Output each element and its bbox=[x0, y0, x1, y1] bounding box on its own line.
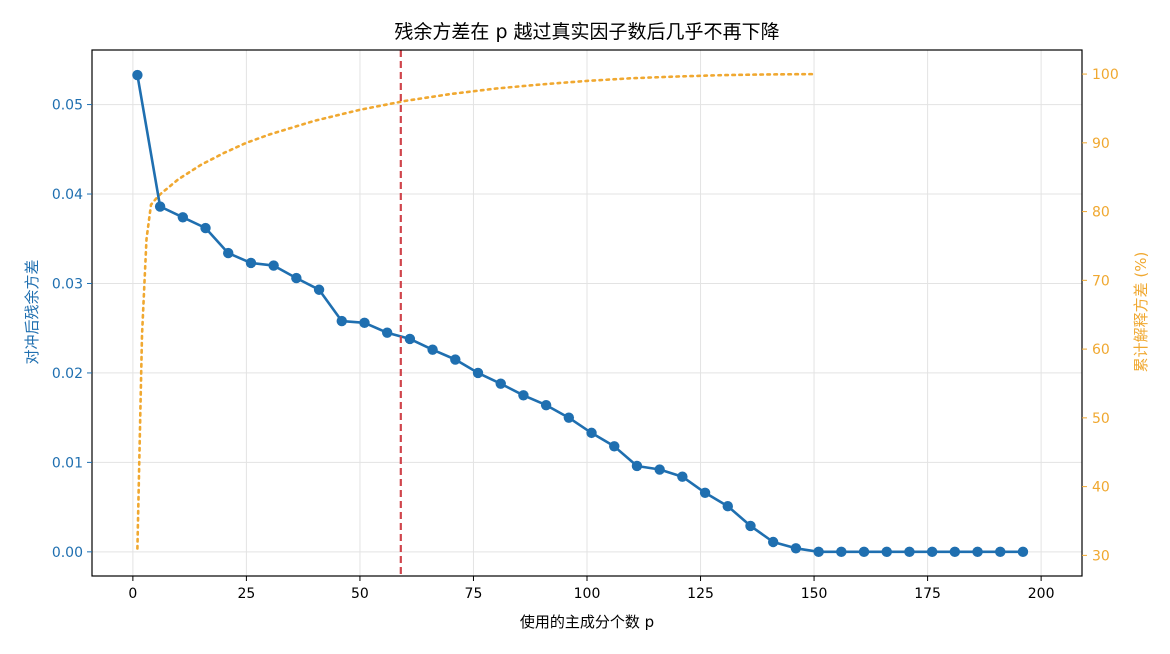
y-right-tick-label: 40 bbox=[1092, 480, 1110, 496]
residual-variance-point bbox=[336, 315, 347, 327]
y-left-tick-label: 0.04 bbox=[52, 187, 83, 203]
residual-variance-point bbox=[972, 546, 983, 558]
y-left-tick-label: 0.00 bbox=[52, 545, 83, 561]
residual-variance-point bbox=[132, 69, 143, 81]
x-tick-label: 75 bbox=[465, 586, 483, 602]
y-right-tick-label: 50 bbox=[1092, 411, 1110, 427]
residual-variance-point bbox=[245, 257, 257, 269]
residual-variance-point bbox=[858, 546, 870, 558]
plot-area bbox=[132, 50, 1029, 576]
x-axis-label: 使用的主成分个数 p bbox=[520, 613, 654, 631]
x-tick-label: 125 bbox=[687, 586, 714, 602]
x-tick-label: 100 bbox=[574, 586, 601, 602]
residual-variance-point bbox=[404, 333, 416, 345]
residual-variance-point bbox=[154, 201, 166, 212]
residual-variance-point bbox=[699, 487, 711, 499]
residual-variance-point bbox=[518, 390, 529, 401]
residual-variance-point bbox=[427, 344, 438, 355]
x-tick-label: 50 bbox=[351, 586, 369, 602]
x-tick-label: 150 bbox=[801, 586, 828, 602]
y-right-tick-label: 30 bbox=[1092, 548, 1110, 564]
y-right-tick-label: 70 bbox=[1092, 273, 1110, 289]
y-right-axis-label: 累计解释方差 (%) bbox=[1132, 252, 1150, 373]
grid bbox=[92, 50, 1082, 576]
residual-variance-point bbox=[949, 546, 961, 558]
residual-variance-line bbox=[136, 74, 1023, 554]
residual-variance-point bbox=[472, 367, 484, 379]
y-left-tick-label: 0.03 bbox=[52, 276, 83, 292]
residual-variance-point bbox=[904, 546, 915, 558]
y-left-tick-label: 0.02 bbox=[52, 366, 83, 382]
x-tick-label: 175 bbox=[914, 586, 941, 602]
y-right-tick-label: 90 bbox=[1092, 136, 1110, 152]
cumulative-variance-line bbox=[136, 72, 816, 550]
y-right-tick-label: 100 bbox=[1092, 67, 1119, 83]
x-tick-label: 0 bbox=[128, 586, 137, 602]
y-right-tick-label: 80 bbox=[1092, 205, 1110, 221]
residual-variance-point bbox=[722, 501, 733, 512]
chart-title: 残余方差在 p 越过真实因子数后几乎不再下降 bbox=[394, 21, 779, 43]
y-right-tick-label: 60 bbox=[1092, 342, 1110, 358]
residual-variance-point bbox=[291, 272, 302, 284]
residual-variance-point bbox=[995, 546, 1006, 558]
residual-variance-point bbox=[381, 327, 393, 338]
residual-variance-point bbox=[654, 464, 665, 475]
residual-variance-point bbox=[1017, 546, 1029, 558]
residual-variance-point bbox=[813, 546, 824, 558]
residual-variance-point bbox=[495, 378, 506, 389]
axes: 0 25 50 75 100 125 150 175 200 0.00 0.01 0.02 0.03 0.… bbox=[52, 49, 1119, 602]
residual-variance-point bbox=[609, 441, 620, 452]
residual-variance-point bbox=[586, 427, 597, 439]
residual-variance-point bbox=[450, 354, 461, 365]
x-tick-label: 200 bbox=[1028, 586, 1055, 602]
y-left-axis-label: 对冲后残余方差 bbox=[23, 259, 41, 364]
residual-variance-point bbox=[200, 222, 211, 234]
residual-variance-point bbox=[926, 546, 938, 558]
x-tick-label: 25 bbox=[237, 586, 255, 602]
residual-variance-point bbox=[836, 546, 847, 558]
residual-variance-point bbox=[790, 543, 802, 554]
y-left-tick-label: 0.01 bbox=[52, 455, 83, 471]
residual-variance-point bbox=[881, 546, 892, 558]
residual-variance-point bbox=[677, 471, 688, 482]
residual-variance-point bbox=[359, 317, 370, 329]
residual-variance-point bbox=[268, 260, 279, 271]
residual-variance-point bbox=[563, 412, 575, 423]
residual-variance-point bbox=[767, 536, 779, 548]
residual-variance-point bbox=[540, 399, 552, 411]
y-left-tick-label: 0.05 bbox=[52, 98, 83, 114]
residual-variance-point bbox=[631, 460, 643, 472]
residual-variance-point bbox=[223, 247, 234, 259]
residual-variance-point bbox=[177, 212, 189, 223]
residual-variance-point bbox=[313, 284, 325, 295]
residual-variance-point bbox=[745, 520, 756, 532]
